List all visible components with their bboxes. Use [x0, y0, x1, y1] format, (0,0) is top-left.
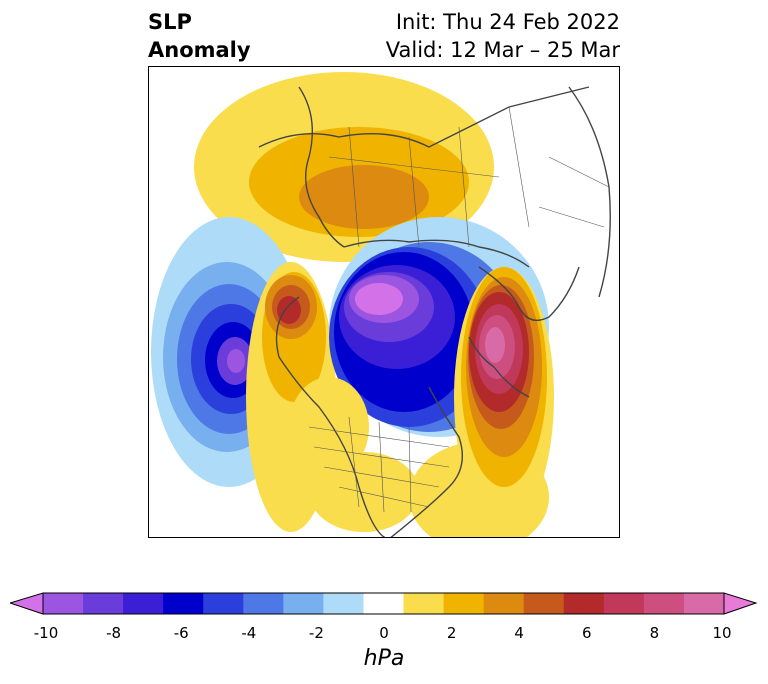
political-borders	[308, 106, 610, 513]
colorbar-cell	[523, 593, 565, 614]
colorbar-cell	[243, 593, 284, 614]
colorbar-cell	[163, 593, 204, 614]
colorbar-cell	[403, 593, 445, 614]
colorbar-extend-high	[723, 592, 758, 615]
colorbar-cell	[283, 593, 324, 614]
colorbar-tick-label: 0	[379, 624, 389, 642]
colorbar-tick-label: -6	[173, 624, 189, 642]
colorbar-extend-low	[10, 592, 44, 615]
colorbar-cell	[43, 593, 84, 614]
colorbar-tick-label: -2	[308, 624, 324, 642]
colorbar-tick-label: -10	[33, 624, 59, 642]
title-field-line1: SLP	[148, 10, 192, 34]
colorbar-cell	[683, 593, 725, 614]
colorbar-tick-label: -8	[106, 624, 122, 642]
colorbar-tick-label: 6	[582, 624, 592, 642]
colorbar-cell	[603, 593, 645, 614]
colorbar-cell	[443, 593, 485, 614]
colorbar-cell	[563, 593, 605, 614]
coastlines	[258, 86, 611, 537]
colorbar-cell	[203, 593, 244, 614]
map-canvas	[151, 72, 611, 537]
map-dates: Init: Thu 24 Feb 2022 Valid: 12 Mar – 25…	[386, 8, 620, 64]
colorbar-tick-label: 10	[712, 624, 732, 642]
colorbar-cell	[83, 593, 124, 614]
init-date: Init: Thu 24 Feb 2022	[395, 10, 620, 34]
colorbar-tick-label: 8	[649, 624, 660, 642]
colorbar-tick-label: 2	[446, 624, 457, 642]
colorbar-unit: hPa	[363, 646, 405, 671]
colorbar-tick-label: 4	[514, 624, 524, 642]
anomaly-map	[148, 66, 620, 538]
colorbar-cell	[363, 593, 405, 614]
colorbar-tick-label: -4	[241, 624, 257, 642]
positive-anomaly-atlantic	[409, 267, 554, 537]
positive-anomaly-siberia	[194, 72, 494, 262]
colorbar-cell	[323, 593, 364, 614]
valid-range: Valid: 12 Mar – 25 Mar	[385, 38, 620, 62]
colorbar	[10, 592, 758, 615]
colorbar-cell	[483, 593, 525, 614]
map-title: SLP Anomaly	[148, 8, 251, 64]
colorbar-cell	[123, 593, 164, 614]
title-field-line2: Anomaly	[148, 38, 251, 62]
colorbar-cell	[643, 593, 685, 614]
